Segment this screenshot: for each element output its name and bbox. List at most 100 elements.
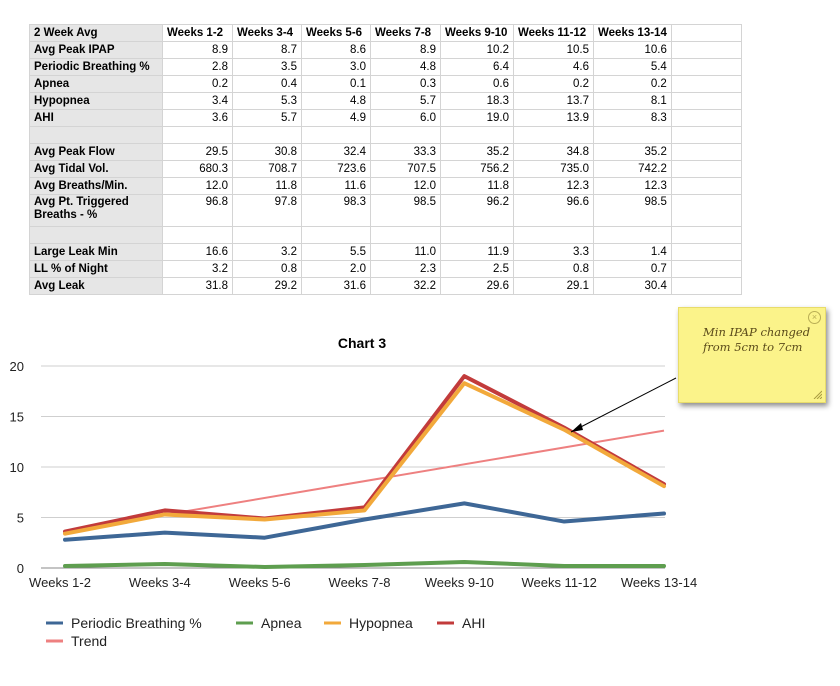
table-cell: 34.8 bbox=[513, 143, 594, 161]
table-row: Periodic Breathing % 2.8 3.5 3.0 4.8 6.4 4.6 5.… bbox=[29, 58, 742, 76]
row-label: Large Leak Min bbox=[29, 243, 163, 261]
empty-cell bbox=[370, 126, 441, 144]
table-row: Avg Tidal Vol. 680.3 708.7 723.6 707.5 756.2 7… bbox=[29, 160, 742, 178]
legend-label: Apnea bbox=[261, 615, 302, 631]
table-cell: 13.9 bbox=[513, 109, 594, 127]
table-cell: 11.6 bbox=[301, 177, 371, 195]
table-cell: 2.0 bbox=[301, 260, 371, 278]
table-cell: 3.6 bbox=[162, 109, 233, 127]
table-cell: 10.2 bbox=[440, 41, 514, 59]
empty-cell bbox=[670, 24, 742, 42]
table-row: Avg Breaths/Min. 12.0 11.8 11.6 12.0 11.8 12.3… bbox=[29, 177, 742, 195]
x-tick-label: Weeks 5-6 bbox=[229, 575, 291, 590]
table-cell: 4.9 bbox=[301, 109, 371, 127]
table-cell: 0.2 bbox=[513, 75, 594, 93]
table-cell: 3.5 bbox=[232, 58, 302, 76]
row-label: Hypopnea bbox=[29, 92, 163, 110]
series-line-hypopnea bbox=[63, 381, 666, 536]
legend-label: Periodic Breathing % bbox=[71, 615, 202, 631]
table-cell: 29.1 bbox=[513, 277, 594, 295]
table-cell: 708.7 bbox=[232, 160, 302, 178]
table-cell: 0.2 bbox=[162, 75, 233, 93]
table-row: AHI 3.6 5.7 4.9 6.0 19.0 13.9 8.3 bbox=[29, 109, 742, 127]
table-cell: 8.9 bbox=[370, 41, 441, 59]
column-header: Weeks 13-14 bbox=[593, 24, 672, 42]
column-header: Weeks 7-8 bbox=[370, 24, 441, 42]
y-tick-label: 0 bbox=[17, 561, 24, 576]
row-label: Avg Tidal Vol. bbox=[29, 160, 163, 178]
table-cell: 735.0 bbox=[513, 160, 594, 178]
blank-row bbox=[29, 126, 742, 144]
row-label: Periodic Breathing % bbox=[29, 58, 163, 76]
data-table: 2 Week Avg Weeks 1-2 Weeks 3-4 Weeks 5-6 Wee… bbox=[29, 24, 742, 295]
table-cell: 8.3 bbox=[593, 109, 672, 127]
column-header: Weeks 9-10 bbox=[440, 24, 514, 42]
row-label: Avg Pt. Triggered Breaths - % bbox=[29, 194, 163, 227]
x-tick-label: Weeks 1-2 bbox=[29, 575, 91, 590]
empty-cell bbox=[440, 226, 514, 244]
sticky-note-text: Min IPAP changed from 5cm to 7cm bbox=[703, 325, 811, 354]
table-cell: 96.2 bbox=[440, 194, 514, 227]
legend-label: AHI bbox=[462, 615, 485, 631]
column-header: Weeks 3-4 bbox=[232, 24, 302, 42]
table-cell: 12.0 bbox=[370, 177, 441, 195]
table-cell: 0.6 bbox=[440, 75, 514, 93]
table-cell: 11.8 bbox=[232, 177, 302, 195]
empty-cell bbox=[513, 126, 594, 144]
table-row: LL % of Night 3.2 0.8 2.0 2.3 2.5 0.8 0.7 bbox=[29, 260, 742, 278]
table-row: Large Leak Min 16.6 3.2 5.5 11.0 11.9 3.3 1.4 bbox=[29, 243, 742, 261]
line-chart: Chart 3 0 5 10 15 20 Weeks 1-2 Weeks 3-4 Weeks… bbox=[10, 335, 698, 649]
column-header: Weeks 1-2 bbox=[162, 24, 233, 42]
sticky-note[interactable]: × Min IPAP changed from 5cm to 7cm bbox=[678, 307, 826, 403]
series-line-periodic-breathing bbox=[63, 501, 666, 542]
series-line-apnea bbox=[63, 559, 666, 569]
table-cell: 8.7 bbox=[232, 41, 302, 59]
empty-cell bbox=[593, 126, 672, 144]
table-row: Hypopnea 3.4 5.3 4.8 5.7 18.3 13.7 8.1 bbox=[29, 92, 742, 110]
table-row: Avg Peak IPAP 8.9 8.7 8.6 8.9 10.2 10.5 10.6 bbox=[29, 41, 742, 59]
x-tick-label: Weeks 13-14 bbox=[621, 575, 697, 590]
table-cell: 680.3 bbox=[162, 160, 233, 178]
table-cell: 10.6 bbox=[593, 41, 672, 59]
table-cell: 4.8 bbox=[301, 92, 371, 110]
table-cell: 0.3 bbox=[370, 75, 441, 93]
column-header: Weeks 5-6 bbox=[301, 24, 371, 42]
table-cell: 31.8 bbox=[162, 277, 233, 295]
table-cell: 31.6 bbox=[301, 277, 371, 295]
table-row: Apnea 0.2 0.4 0.1 0.3 0.6 0.2 0.2 bbox=[29, 75, 742, 93]
x-tick-label: Weeks 7-8 bbox=[329, 575, 391, 590]
table-row: Avg Peak Flow 29.5 30.8 32.4 33.3 35.2 34.8 35.… bbox=[29, 143, 742, 161]
empty-cell bbox=[670, 92, 742, 110]
table-cell: 1.4 bbox=[593, 243, 672, 261]
row-label: LL % of Night bbox=[29, 260, 163, 278]
empty-cell bbox=[670, 160, 742, 178]
table-cell: 8.9 bbox=[162, 41, 233, 59]
resize-grip-icon[interactable] bbox=[812, 389, 822, 399]
table-cell: 96.6 bbox=[513, 194, 594, 227]
table-cell: 3.4 bbox=[162, 92, 233, 110]
table-cell: 35.2 bbox=[593, 143, 672, 161]
table-cell: 6.0 bbox=[370, 109, 441, 127]
empty-cell bbox=[513, 226, 594, 244]
table-header-row: 2 Week Avg Weeks 1-2 Weeks 3-4 Weeks 5-6 Wee… bbox=[29, 24, 742, 42]
row-label: Avg Peak IPAP bbox=[29, 41, 163, 59]
empty-cell bbox=[301, 126, 371, 144]
table-cell: 5.3 bbox=[232, 92, 302, 110]
empty-cell bbox=[232, 226, 302, 244]
table-cell: 0.7 bbox=[593, 260, 672, 278]
table-cell: 2.8 bbox=[162, 58, 233, 76]
row-label: Avg Peak Flow bbox=[29, 143, 163, 161]
table-cell: 29.5 bbox=[162, 143, 233, 161]
table-cell: 4.8 bbox=[370, 58, 441, 76]
table-cell: 29.2 bbox=[232, 277, 302, 295]
close-icon[interactable]: × bbox=[808, 311, 821, 324]
table-cell: 98.5 bbox=[370, 194, 441, 227]
empty-cell bbox=[670, 143, 742, 161]
empty-cell bbox=[232, 126, 302, 144]
empty-cell bbox=[670, 109, 742, 127]
empty-cell bbox=[670, 260, 742, 278]
legend-label: Hypopnea bbox=[349, 615, 413, 631]
y-tick-label: 15 bbox=[10, 410, 24, 425]
annotation-arrow bbox=[570, 377, 677, 433]
table-row: Avg Pt. Triggered Breaths - % 96.8 97.8 98.… bbox=[29, 194, 742, 227]
